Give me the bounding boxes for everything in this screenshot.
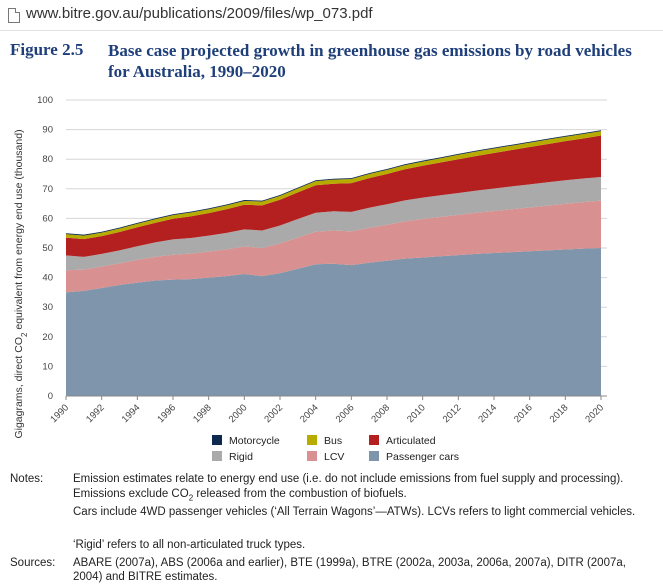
x-tick-label-2020: 2020 [583, 402, 606, 425]
emissions-area-chart: 0 10 20 30 40 50 60 70 80 90 100 1990 1992 1994 1996 19… [13, 95, 607, 463]
page-icon [8, 8, 20, 23]
y-tick-label-80: 80 [42, 154, 53, 165]
y-tick-label-90: 90 [42, 125, 53, 136]
x-tick-label-2010: 2010 [405, 402, 428, 425]
x-tick-label-1994: 1994 [120, 402, 143, 425]
sources-label: Sources: [10, 557, 56, 569]
x-tick-label-1996: 1996 [155, 402, 178, 425]
area-articulated [66, 135, 601, 257]
note-3: Cars include 4WD passenger vehicles (‘Al… [73, 506, 636, 518]
legend-label-lcv: LCV [324, 451, 344, 463]
y-tick-label-10: 10 [42, 361, 53, 372]
note-2: Emissions exclude CO2 released from the … [73, 487, 658, 505]
legend-swatch-articulated [369, 435, 379, 445]
note-1: Emission estimates relate to energy end … [73, 473, 624, 485]
x-tick-label-1992: 1992 [84, 402, 107, 425]
y-axis-label-main: Gigagrams, direct CO [13, 337, 25, 439]
area-lcv [66, 200, 601, 293]
note-4: ‘Rigid’ refers to all non-articulated tr… [73, 539, 306, 551]
legend-label-motorcycle: Motorcycle [229, 435, 280, 447]
area-rigid [66, 176, 601, 271]
legend: Motorcycle Bus Articulated Rigid LCV Passenge… [212, 435, 459, 463]
legend-label-rigid: Rigid [229, 451, 253, 463]
notes-label: Notes: [10, 473, 44, 485]
note-2-post: released from the combustion of biofuels… [193, 488, 407, 500]
legend-label-passenger-cars: Passenger cars [386, 451, 459, 463]
y-axis-label: Gigagrams, direct CO2 equivalent from en… [13, 129, 29, 438]
x-tick-label-2018: 2018 [548, 402, 571, 425]
y-tick-label-100: 100 [37, 95, 53, 106]
area-passenger-cars [66, 248, 601, 396]
x-tick-label-1998: 1998 [191, 402, 214, 425]
note-2-pre: Emissions exclude CO [73, 488, 189, 500]
area-bus [66, 131, 601, 240]
legend-swatch-lcv [307, 451, 317, 461]
x-tick-label-2016: 2016 [512, 402, 535, 425]
y-tick-label-0: 0 [48, 391, 53, 402]
x-tick-label-2014: 2014 [476, 402, 499, 425]
x-tick-label-2006: 2006 [334, 402, 357, 425]
x-tick-label-1990: 1990 [48, 402, 71, 425]
y-tick-label-50: 50 [42, 243, 53, 254]
legend-swatch-passenger-cars [369, 451, 379, 461]
y-tick-label-40: 40 [42, 273, 53, 284]
y-tick-label-30: 30 [42, 302, 53, 313]
y-axis-label-sub: 2 [20, 332, 29, 337]
legend-swatch-motorcycle [212, 435, 222, 445]
figure-title: Base case projected growth in greenhouse… [108, 41, 632, 81]
note-2-sub: 2 [188, 493, 194, 503]
legend-label-bus: Bus [324, 435, 342, 447]
legend-label-articulated: Articulated [386, 435, 436, 447]
stacked-areas [66, 130, 601, 396]
legend-swatch-rigid [212, 451, 222, 461]
y-tick-label-60: 60 [42, 213, 53, 224]
y-tick-label-70: 70 [42, 184, 53, 195]
x-tick-label-2012: 2012 [441, 402, 464, 425]
legend-swatch-bus [307, 435, 317, 445]
address-bar[interactable]: www.bitre.gov.au/publications/2009/files… [0, 0, 663, 31]
y-tick-label-20: 20 [42, 332, 53, 343]
x-tick-label-2000: 2000 [227, 402, 250, 425]
x-tick-label-2008: 2008 [369, 402, 392, 425]
figure-number: Figure 2.5 [10, 40, 84, 59]
sources-text: ABARE (2007a), ABS (2006a and earlier), … [73, 557, 626, 583]
x-tick-label-2004: 2004 [298, 402, 321, 425]
x-tick-label-2002: 2002 [262, 402, 285, 425]
url-text[interactable]: www.bitre.gov.au/publications/2009/files… [26, 5, 373, 22]
y-axis-label-rest: equivalent from energy end use (thousand… [13, 129, 25, 332]
